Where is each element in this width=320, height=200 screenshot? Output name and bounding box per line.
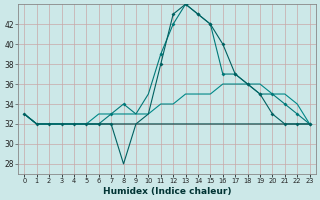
X-axis label: Humidex (Indice chaleur): Humidex (Indice chaleur) — [103, 187, 231, 196]
